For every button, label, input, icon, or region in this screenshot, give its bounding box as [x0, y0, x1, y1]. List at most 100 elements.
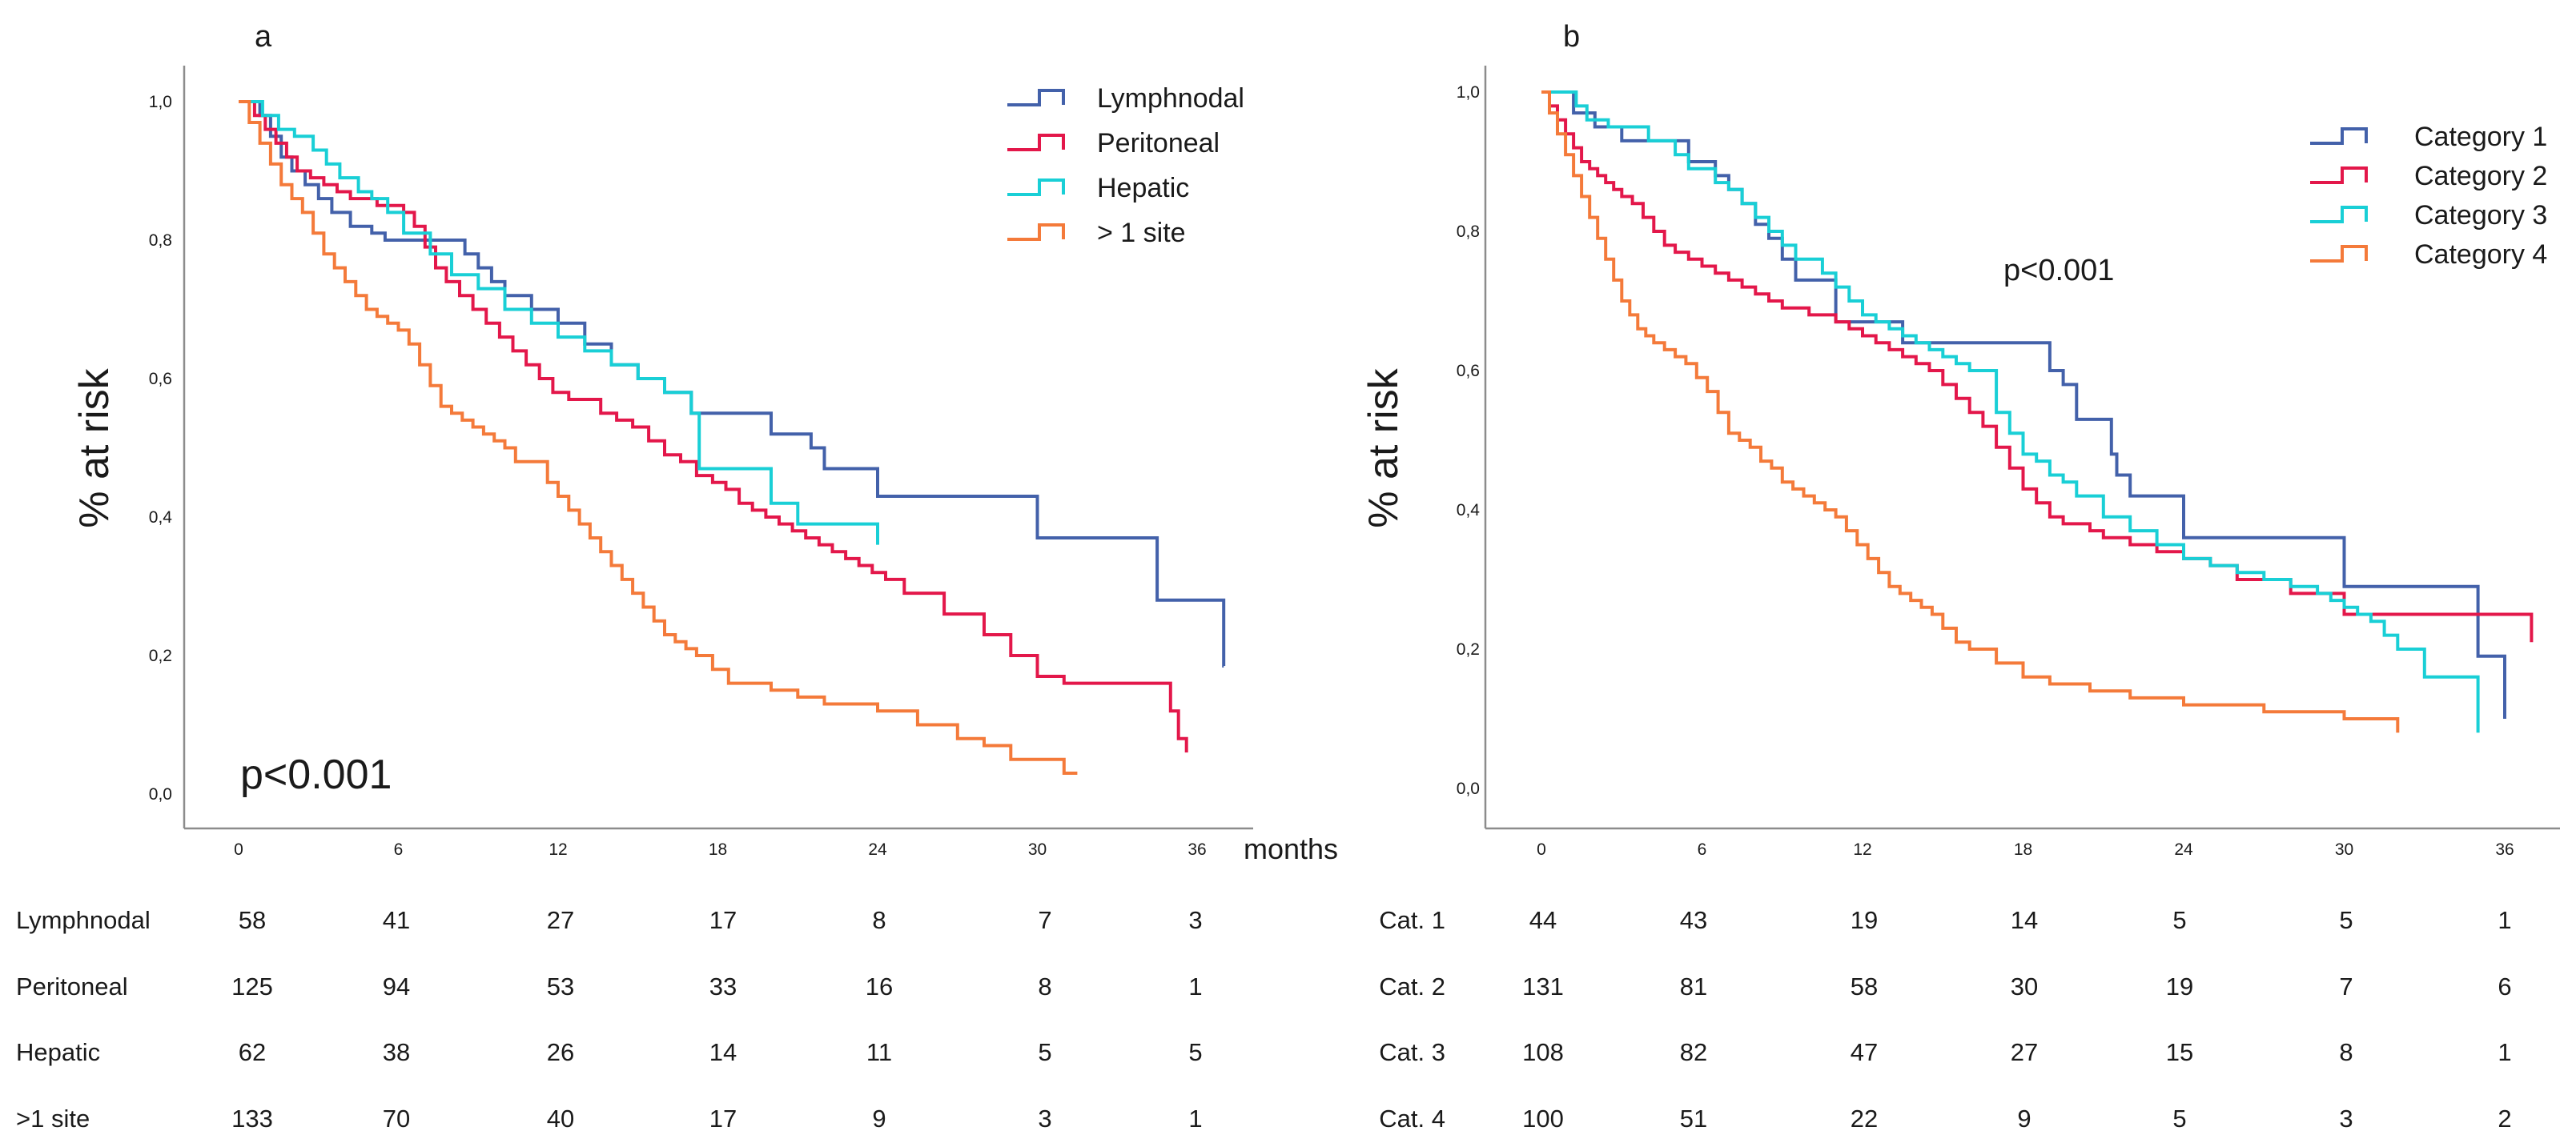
survival-curve-3 [1541, 90, 2480, 733]
y-tick-label: 0,4 [149, 508, 173, 527]
risk-table-cell: 22 [1851, 1105, 1878, 1133]
y-tick-label: 1,0 [1457, 83, 1480, 102]
legend-label-2: Category 2 [2414, 161, 2547, 191]
risk-table-row-label: Cat. 2 [1379, 973, 1445, 1001]
y-tick-label: 0,2 [1457, 640, 1480, 659]
legend-label-1: Category 1 [2414, 122, 2547, 152]
risk-table-row-label: >1 site [16, 1105, 90, 1133]
risk-table-cell: 16 [866, 973, 893, 1001]
risk-table-cell: 62 [239, 1038, 266, 1066]
x-tick-label: 24 [2174, 840, 2193, 859]
risk-table-row-label: Cat. 4 [1379, 1105, 1445, 1133]
risk-table-cell: 8 [2339, 1038, 2353, 1066]
x-tick-label: 18 [2014, 840, 2032, 859]
risk-table-cell: 11 [866, 1038, 892, 1066]
risk-table-cell: 7 [1038, 906, 1051, 934]
risk-table-cell: 6 [2498, 973, 2511, 1001]
y-tick-label: 0,8 [1457, 223, 1480, 241]
risk-table-cell: 1 [1188, 973, 1202, 1001]
risk-table-cell: 131 [1522, 973, 1564, 1001]
legend-swatch-2 [1007, 134, 1065, 151]
panel-a: a0,00,20,40,60,81,00 6 12 18 24 30 36% at risk… [16, 20, 1253, 1133]
legend-swatch-4 [1007, 223, 1065, 241]
risk-table-cell: 19 [2166, 973, 2193, 1001]
risk-table-cell: 5 [1038, 1038, 1051, 1066]
survival-curve-1 [1541, 90, 2506, 719]
risk-table-cell: 81 [1680, 973, 1707, 1001]
risk-table-cell: 108 [1522, 1038, 1564, 1066]
risk-table-row-label: Hepatic [16, 1038, 100, 1066]
risk-table-cell: 1 [1188, 1105, 1202, 1133]
risk-table-cell: 1 [2498, 1038, 2511, 1066]
y-tick-label: 0,4 [1457, 501, 1481, 519]
risk-table-row-label: Peritoneal [16, 973, 128, 1001]
y-tick-label: 0,0 [1457, 780, 1480, 798]
risk-table-row-label: Cat. 1 [1379, 906, 1445, 934]
risk-table-row-label: Cat. 3 [1379, 1038, 1445, 1066]
p-value: p<0.001 [240, 752, 392, 798]
risk-table-cell: 100 [1522, 1105, 1564, 1133]
legend-label-3: Hepatic [1097, 173, 1189, 203]
legend-label-4: > 1 site [1097, 218, 1186, 248]
risk-table-cell: 3 [1038, 1105, 1051, 1133]
x-tick-label: 18 [709, 840, 727, 859]
risk-table-cell: 5 [2172, 906, 2186, 934]
survival-curve-2 [239, 100, 1188, 753]
risk-table-cell: 17 [709, 906, 737, 934]
risk-table-cell: 15 [2166, 1038, 2193, 1066]
survival-curve-2 [1541, 90, 2534, 643]
panel-letter: a [255, 20, 272, 54]
x-tick-label: 6 [394, 840, 404, 859]
x-tick-label: 6 [1698, 840, 1707, 859]
legend-swatch-2 [2310, 166, 2368, 184]
risk-table-cell: 17 [709, 1105, 737, 1133]
x-tick-label: 12 [549, 840, 567, 859]
risk-table-cell: 3 [1188, 906, 1202, 934]
risk-table-cell: 70 [383, 1105, 410, 1133]
y-tick-label: 1,0 [149, 93, 172, 111]
legend-swatch-3 [1007, 178, 1065, 196]
risk-table-cell: 8 [1038, 973, 1051, 1001]
legend-label-1: Lymphnodal [1097, 83, 1244, 114]
y-tick-label: 0,6 [1457, 362, 1480, 380]
risk-table-cell: 14 [2011, 906, 2038, 934]
legend-swatch-1 [1007, 89, 1065, 106]
risk-table-cell: 9 [872, 1105, 886, 1133]
panel-b: b0,00,20,40,60,81,00 6 12 18 24 30 36% at risk… [1360, 20, 2560, 1133]
legend-label-3: Category 3 [2414, 200, 2547, 231]
risk-table-cell: 125 [231, 973, 273, 1001]
survival-curve-1 [239, 100, 1226, 668]
risk-table-cell: 44 [1529, 906, 1557, 934]
risk-table-cell: 26 [547, 1038, 574, 1066]
risk-table-cell: 30 [2011, 973, 2038, 1001]
risk-table-cell: 40 [547, 1105, 574, 1133]
risk-table-cell: 82 [1680, 1038, 1707, 1066]
risk-table-row-label: Lymphnodal [16, 906, 151, 934]
months-axis-label: months [1244, 832, 1338, 865]
risk-table-cell: 5 [2172, 1105, 2186, 1133]
y-tick-label: 0,0 [149, 785, 172, 804]
y-tick-label: 0,8 [149, 231, 172, 250]
legend-label-2: Peritoneal [1097, 128, 1220, 158]
risk-table-cell: 38 [383, 1038, 410, 1066]
risk-table-cell: 53 [547, 973, 574, 1001]
x-tick-label: 30 [2335, 840, 2353, 859]
x-tick-label: 12 [1853, 840, 1871, 859]
risk-table-cell: 27 [2011, 1038, 2038, 1066]
risk-table-cell: 58 [1851, 973, 1878, 1001]
risk-table-cell: 51 [1680, 1105, 1707, 1133]
risk-table-cell: 58 [239, 906, 266, 934]
risk-table-cell: 27 [547, 906, 574, 934]
x-tick-label: 36 [1188, 840, 1206, 859]
legend-swatch-1 [2310, 127, 2368, 145]
legend-label-4: Category 4 [2414, 239, 2547, 270]
risk-table-cell: 9 [2017, 1105, 2031, 1133]
risk-table-cell: 7 [2339, 973, 2353, 1001]
panel-letter: b [1563, 20, 1580, 54]
risk-table-cell: 133 [231, 1105, 273, 1133]
p-value: p<0.001 [2003, 254, 2114, 287]
y-axis-label: % at risk [71, 367, 118, 527]
risk-table-cell: 47 [1851, 1038, 1878, 1066]
x-tick-label: 30 [1028, 840, 1047, 859]
